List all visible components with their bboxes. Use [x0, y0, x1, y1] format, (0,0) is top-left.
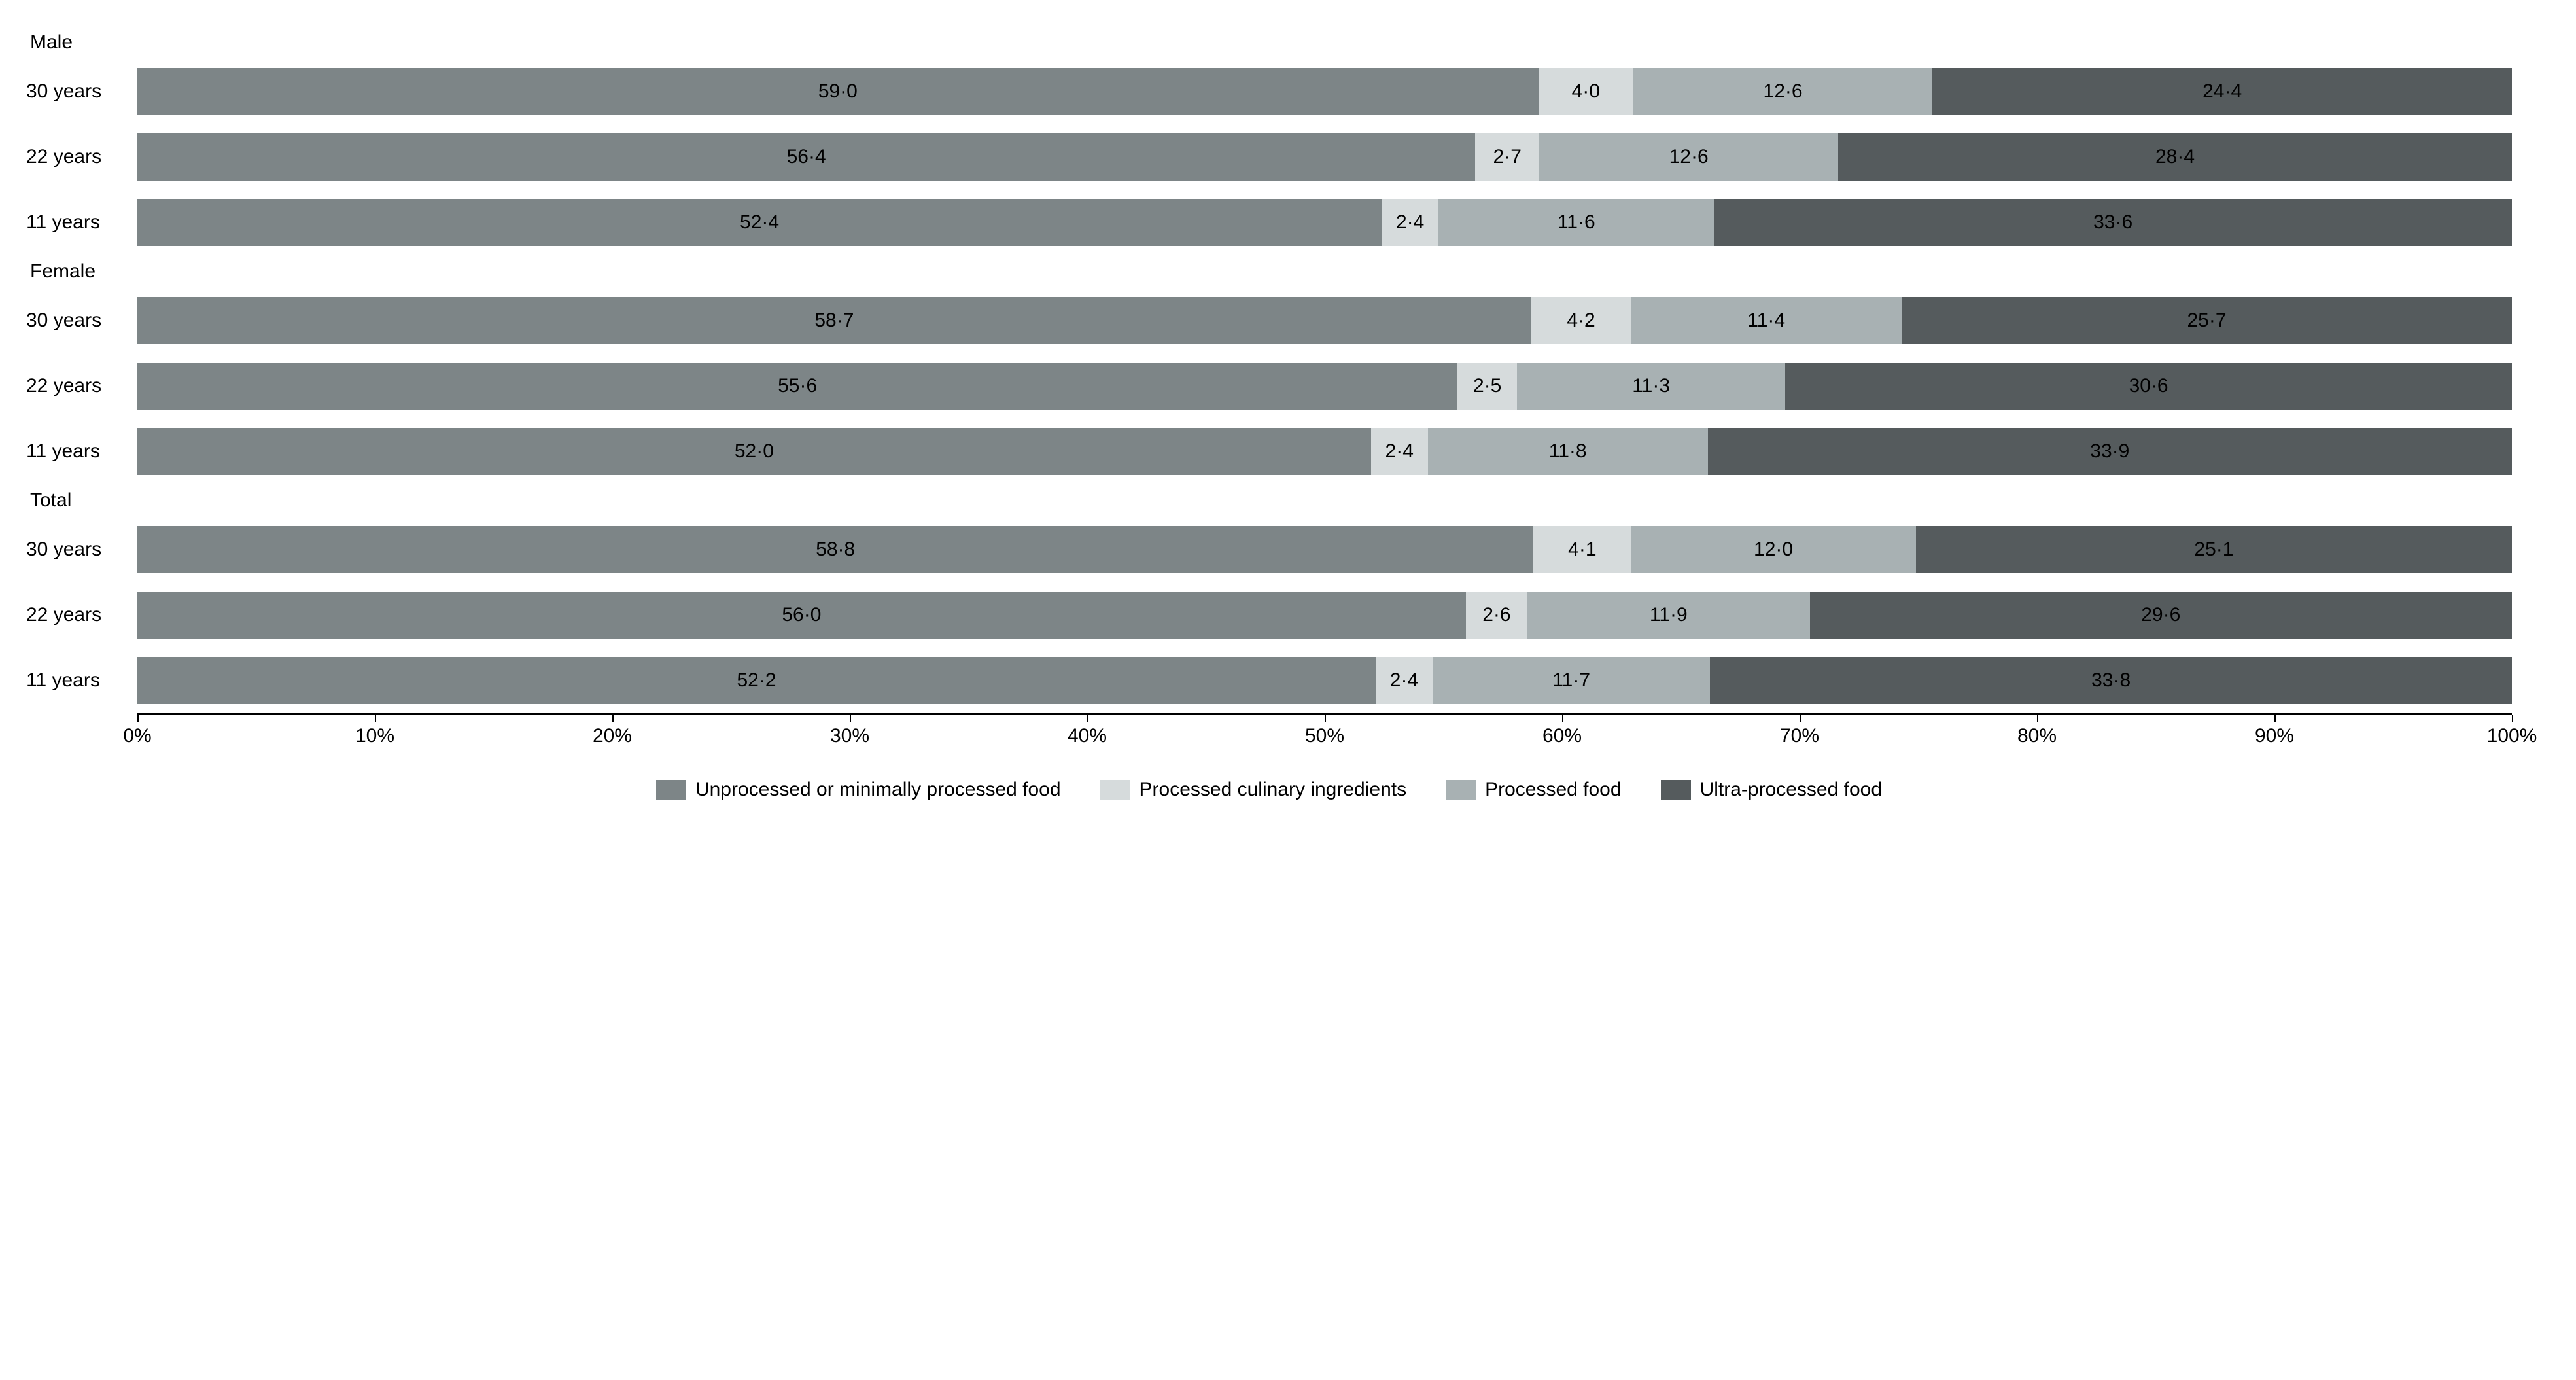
bar-segment-processed: 11·7 [1433, 657, 1710, 704]
food-processing-stacked-bar-chart: Male 30 years 22 years 11 years Female 30 yea… [26, 26, 2512, 801]
bar-segment-ultra: 33·9 [1708, 428, 2512, 475]
bar-segment-ultra: 29·6 [1810, 592, 2512, 639]
bar-segment-unprocessed: 59·0 [137, 68, 1539, 115]
bar-segment-unprocessed: 56·4 [137, 133, 1475, 181]
bar-segment-processed: 11·8 [1428, 428, 1708, 475]
x-axis-tick [1562, 715, 1563, 722]
legend-swatch [1446, 780, 1476, 800]
x-axis-tick-label: 40% [1068, 725, 1107, 747]
group-label: Female [26, 260, 109, 283]
bar-segment-unprocessed: 52·4 [137, 199, 1382, 246]
x-axis-tick [1800, 715, 1801, 722]
x-axis: 0%10%20%30%40%50%60%70%80%90%100% [137, 713, 2512, 772]
bar-segment-culinary: 2·5 [1457, 363, 1517, 410]
bar-segment-unprocessed: 56·0 [137, 592, 1466, 639]
x-axis-tick-label: 0% [123, 725, 151, 747]
x-axis-tick [137, 715, 139, 722]
stacked-bar: 52·42·411·633·6 [137, 199, 2512, 246]
bar-segment-ultra: 30·6 [1785, 363, 2512, 410]
y-axis-row-label: 11 years [26, 211, 113, 234]
legend-label: Processed food [1485, 779, 1621, 801]
y-axis-row-label: 22 years [26, 375, 114, 397]
legend: Unprocessed or minimally processed food P… [26, 779, 2512, 801]
x-axis-tick [612, 715, 614, 722]
plot-area: 59·04·012·624·456·42·712·628·452·42·411·… [137, 26, 2512, 713]
bar-segment-processed: 12·6 [1633, 68, 1932, 115]
stacked-bar: 52·02·411·833·9 [137, 428, 2512, 475]
stacked-bar: 55·62·511·330·6 [137, 363, 2512, 410]
bar-segment-ultra: 33·6 [1714, 199, 2512, 246]
x-axis-tick [2512, 715, 2513, 722]
legend-swatch [1661, 780, 1691, 800]
x-axis-tick-label: 80% [2017, 725, 2057, 747]
bar-segment-processed: 11·6 [1438, 199, 1714, 246]
x-axis-tick-label: 30% [830, 725, 869, 747]
bar-segment-ultra: 25·1 [1916, 526, 2512, 573]
y-axis-row-label: 30 years [26, 310, 114, 332]
stacked-bar: 59·04·012·624·4 [137, 68, 2512, 115]
bar-segment-culinary: 4·2 [1531, 297, 1631, 344]
group-label: Total [26, 489, 84, 512]
bar-segment-culinary: 4·1 [1533, 526, 1631, 573]
bar-segment-culinary: 2·4 [1382, 199, 1438, 246]
y-axis-row-label: 30 years [26, 539, 114, 561]
bar-segment-unprocessed: 52·2 [137, 657, 1376, 704]
legend-label: Ultra-processed food [1700, 779, 1882, 801]
bar-segment-unprocessed: 52·0 [137, 428, 1371, 475]
x-axis-tick [2274, 715, 2276, 722]
y-axis-labels: Male 30 years 22 years 11 years Female 30 yea… [26, 26, 137, 713]
x-axis-tick-label: 50% [1305, 725, 1344, 747]
x-axis-tick-label: 90% [2255, 725, 2294, 747]
bar-segment-unprocessed: 55·6 [137, 363, 1457, 410]
legend-label: Processed culinary ingredients [1140, 779, 1407, 801]
x-axis-tick [375, 715, 376, 722]
y-axis-row-label: 22 years [26, 604, 114, 626]
legend-item-ultra: Ultra-processed food [1661, 779, 1882, 801]
x-axis-tick-label: 10% [355, 725, 394, 747]
stacked-bar: 52·22·411·733·8 [137, 657, 2512, 704]
stacked-bar: 58·74·211·425·7 [137, 297, 2512, 344]
bar-segment-unprocessed: 58·7 [137, 297, 1531, 344]
x-axis-tick-label: 20% [593, 725, 632, 747]
x-axis-tick [850, 715, 851, 722]
legend-swatch [1100, 780, 1130, 800]
y-axis-row-label: 11 years [26, 669, 113, 692]
bar-segment-processed: 12·0 [1631, 526, 1916, 573]
bar-segment-ultra: 25·7 [1902, 297, 2512, 344]
bar-segment-ultra: 28·4 [1838, 133, 2512, 181]
y-axis-row-label: 30 years [26, 80, 114, 103]
y-axis-row-label: 11 years [26, 440, 113, 463]
bar-segment-culinary: 2·6 [1466, 592, 1527, 639]
x-axis-tick-label: 100% [2487, 725, 2537, 747]
x-axis-tick [1087, 715, 1088, 722]
legend-label: Unprocessed or minimally processed food [695, 779, 1061, 801]
y-axis-row-label: 22 years [26, 146, 114, 168]
x-axis-tick [2037, 715, 2038, 722]
chart-body: Male 30 years 22 years 11 years Female 30 yea… [26, 26, 2512, 713]
bar-segment-culinary: 2·4 [1376, 657, 1433, 704]
stacked-bar: 56·42·712·628·4 [137, 133, 2512, 181]
bar-segment-processed: 11·4 [1631, 297, 1902, 344]
x-axis-tick-label: 60% [1542, 725, 1582, 747]
bar-segment-unprocessed: 58·8 [137, 526, 1533, 573]
legend-swatch [656, 780, 686, 800]
bar-segment-culinary: 2·7 [1475, 133, 1539, 181]
bar-segment-processed: 11·9 [1527, 592, 1810, 639]
x-axis-tick-label: 70% [1780, 725, 1819, 747]
stacked-bar: 58·84·112·025·1 [137, 526, 2512, 573]
bar-segment-processed: 12·6 [1539, 133, 1838, 181]
legend-item-unprocessed: Unprocessed or minimally processed food [656, 779, 1061, 801]
legend-item-culinary: Processed culinary ingredients [1100, 779, 1407, 801]
legend-item-processed: Processed food [1446, 779, 1621, 801]
x-axis-tick [1325, 715, 1326, 722]
bar-segment-culinary: 4·0 [1539, 68, 1633, 115]
stacked-bar: 56·02·611·929·6 [137, 592, 2512, 639]
bar-segment-culinary: 2·4 [1371, 428, 1428, 475]
bar-segment-ultra: 24·4 [1932, 68, 2512, 115]
bar-segment-ultra: 33·8 [1710, 657, 2512, 704]
bar-segment-processed: 11·3 [1517, 363, 1785, 410]
group-label: Male [26, 31, 86, 54]
